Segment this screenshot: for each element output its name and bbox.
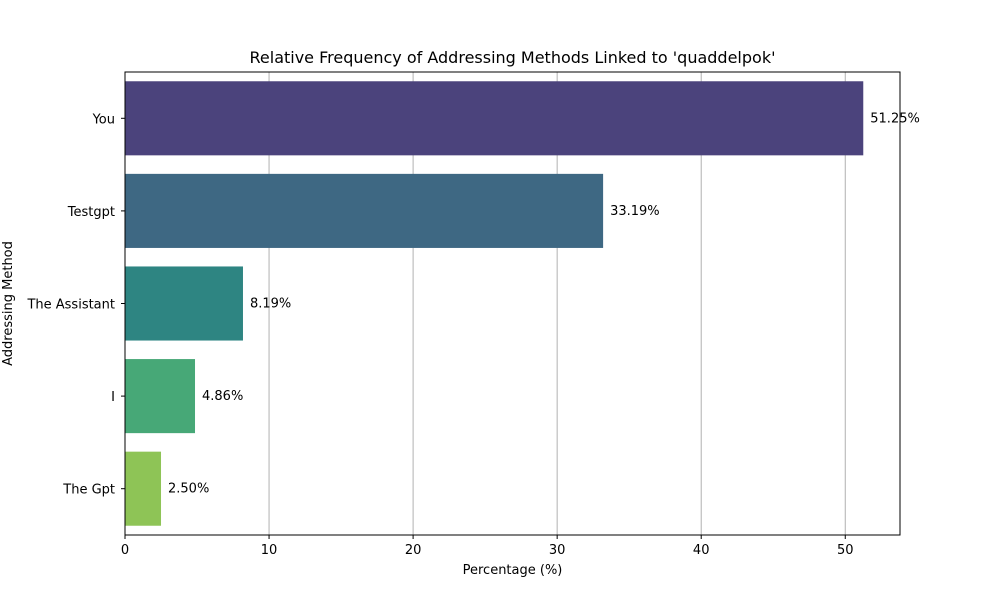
x-tick-label: 0	[121, 543, 129, 558]
chart-title: Relative Frequency of Addressing Methods…	[250, 48, 776, 67]
y-tick-label: You	[92, 112, 115, 127]
bars	[125, 81, 863, 525]
bar-the-gpt	[125, 452, 161, 526]
x-tick-label: 10	[261, 543, 278, 558]
bar-value-label: 51.25%	[870, 111, 920, 126]
x-tick-label: 50	[837, 543, 854, 558]
bar-i	[125, 359, 195, 433]
y-tick-label: Testgpt	[67, 205, 115, 220]
bar-value-label: 33.19%	[610, 204, 660, 219]
bar-value-label: 4.86%	[202, 389, 243, 404]
bar-value-label: 8.19%	[250, 297, 291, 312]
y-tick-label: The Gpt	[62, 483, 115, 498]
y-tick-label: The Assistant	[26, 298, 115, 313]
y-tick-label: I	[111, 390, 115, 405]
bar-value-label: 2.50%	[168, 482, 209, 497]
bar-testgpt	[125, 174, 603, 248]
x-tick-label: 20	[405, 543, 422, 558]
y-axis-label: Addressing Method	[1, 241, 16, 366]
x-tick-label: 30	[549, 543, 566, 558]
bar-chart: 0 10 20 30 40 50 You Testgpt The Assistant I The G…	[0, 0, 1000, 600]
x-axis-label: Percentage (%)	[463, 563, 563, 578]
data-labels: 51.25% 33.19% 8.19% 4.86% 2.50%	[168, 111, 920, 496]
bar-the-assistant	[125, 266, 243, 340]
x-tick-label: 40	[693, 543, 710, 558]
bar-you	[125, 81, 863, 155]
